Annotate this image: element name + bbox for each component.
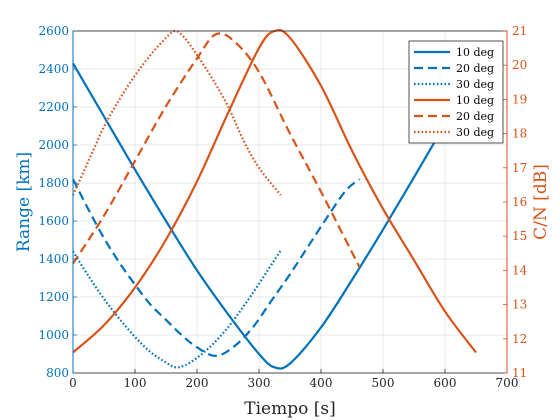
x-axis-ticks: 0 100 200 300 400 500 600 700 — [69, 369, 518, 390]
right-tick-label: 16 — [512, 195, 527, 209]
left-tick-label: 1000 — [38, 328, 69, 342]
left-tick-label: 2200 — [38, 100, 69, 114]
legend-label: 10 deg — [456, 94, 494, 107]
left-axis-ticks: 800 1000 1200 1400 1600 1800 2000 2200 2400 2600 — [38, 24, 77, 380]
left-tick-label: 1800 — [38, 176, 69, 190]
right-tick-label: 13 — [512, 298, 527, 312]
legend-label: 20 deg — [456, 62, 494, 75]
legend-box — [408, 40, 504, 144]
right-axis-title: C/N [dB] — [531, 164, 551, 240]
series-line-left-dotted — [72, 249, 282, 369]
x-tick-label: 100 — [124, 376, 147, 390]
right-tick-label: 21 — [512, 24, 527, 38]
x-tick-label: 600 — [434, 376, 457, 390]
legend-label: 10 deg — [456, 46, 494, 59]
x-tick-label: 0 — [69, 376, 77, 390]
series-line-left-dashed — [72, 178, 361, 358]
x-tick-label: 500 — [372, 376, 395, 390]
x-tick-label: 400 — [310, 376, 333, 390]
left-tick-label: 1200 — [38, 290, 69, 304]
left-axis-title: Range [km] — [14, 152, 34, 252]
left-tick-label: 800 — [46, 366, 69, 380]
right-axis-ticks: 11 12 13 14 15 16 17 18 19 20 21 — [503, 24, 528, 380]
left-tick-label: 2400 — [38, 62, 69, 76]
series-line-right-dotted — [71, 29, 282, 196]
legend: 10 deg 20 deg 30 deg 10 deg 20 deg 30 deg — [408, 40, 504, 144]
left-tick-label: 1600 — [38, 214, 69, 228]
right-tick-label: 14 — [512, 263, 528, 277]
right-tick-label: 15 — [512, 229, 527, 243]
right-tick-label: 11 — [512, 366, 527, 380]
legend-label: 20 deg — [456, 110, 494, 123]
right-tick-label: 17 — [512, 161, 527, 175]
left-tick-label: 2600 — [38, 24, 69, 38]
right-tick-label: 20 — [512, 58, 527, 72]
right-tick-label: 18 — [512, 127, 527, 141]
series-line-right-dashed — [72, 32, 361, 268]
right-tick-label: 12 — [512, 332, 527, 346]
left-tick-label: 1400 — [38, 252, 69, 266]
legend-label: 30 deg — [456, 78, 494, 91]
x-tick-label: 700 — [496, 376, 519, 390]
right-tick-label: 19 — [512, 92, 527, 106]
left-tick-label: 2000 — [38, 138, 69, 152]
legend-label: 30 deg — [456, 126, 494, 139]
x-tick-label: 200 — [186, 376, 209, 390]
x-axis-title: Tiempo [s] — [244, 399, 335, 419]
x-tick-label: 300 — [248, 376, 271, 390]
series-line-left-solid — [72, 62, 477, 370]
